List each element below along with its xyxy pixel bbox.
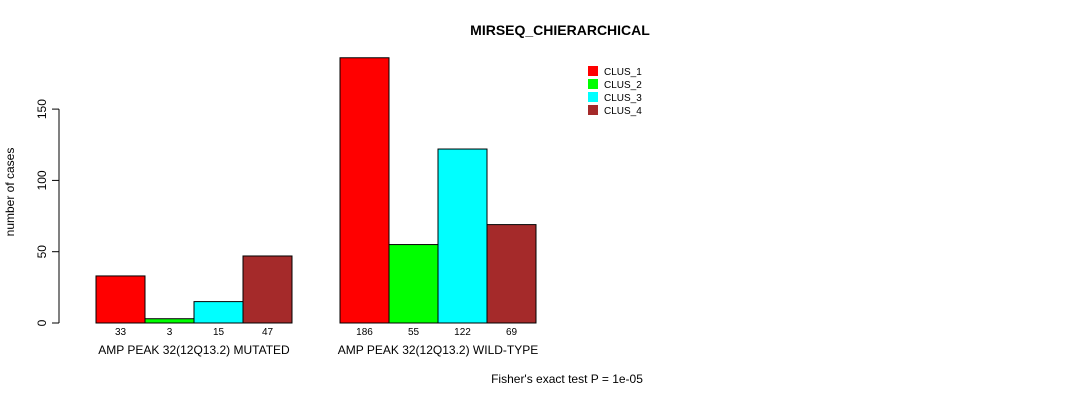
bar-clus-2-wild-type	[388, 244, 439, 324]
legend-label-clus-4: CLUS_4	[604, 106, 642, 117]
bar-clus-3-mutated	[193, 301, 244, 324]
fisher-test-annotation: Fisher's exact test P = 1e-05	[491, 372, 643, 386]
group-label: AMP PEAK 32(12Q13.2) MUTATED	[98, 343, 290, 357]
y-tick-label: 100	[35, 170, 49, 190]
chart-title: MIRSEQ_CHIERARCHICAL	[470, 22, 650, 38]
count-labels-group: 33 3 15 47 186 55 122 69	[115, 327, 518, 338]
bar-clus-4-mutated	[242, 255, 293, 324]
bar-count-label: 3	[167, 327, 173, 338]
legend-swatch-clus-3	[588, 92, 598, 102]
y-axis-label: number of cases	[3, 148, 17, 237]
y-axis: 0 50 100 150	[35, 99, 60, 326]
legend-swatch-clus-2	[588, 79, 598, 89]
group-labels-group: AMP PEAK 32(12Q13.2) MUTATED AMP PEAK 32(…	[98, 343, 538, 357]
bar-clus-4-wild-type	[486, 224, 537, 324]
bars-group	[95, 57, 537, 324]
bar-clus-1-wild-type	[339, 57, 390, 324]
legend-swatch-clus-4	[588, 105, 598, 115]
group-label: AMP PEAK 32(12Q13.2) WILD-TYPE	[338, 343, 539, 357]
y-tick-label: 50	[35, 245, 49, 259]
bar-count-label: 122	[454, 327, 471, 338]
legend: CLUS_1 CLUS_2 CLUS_3 CLUS_4	[588, 66, 642, 117]
bar-count-label: 69	[506, 327, 518, 338]
bar-count-label: 15	[213, 327, 225, 338]
bar-clus-2-mutated	[144, 318, 195, 324]
y-tick-label: 150	[35, 99, 49, 119]
bar-clus-3-wild-type	[437, 148, 488, 324]
y-tick-label: 0	[35, 319, 49, 326]
bar-count-label: 47	[262, 327, 274, 338]
legend-label-clus-2: CLUS_2	[604, 80, 642, 91]
legend-swatch-clus-1	[588, 66, 598, 76]
bar-count-label: 33	[115, 327, 127, 338]
bar-clus-1-mutated	[95, 275, 146, 324]
legend-label-clus-3: CLUS_3	[604, 93, 642, 104]
legend-label-clus-1: CLUS_1	[604, 67, 642, 78]
bar-count-label: 55	[408, 327, 420, 338]
bar-count-label: 186	[356, 327, 373, 338]
